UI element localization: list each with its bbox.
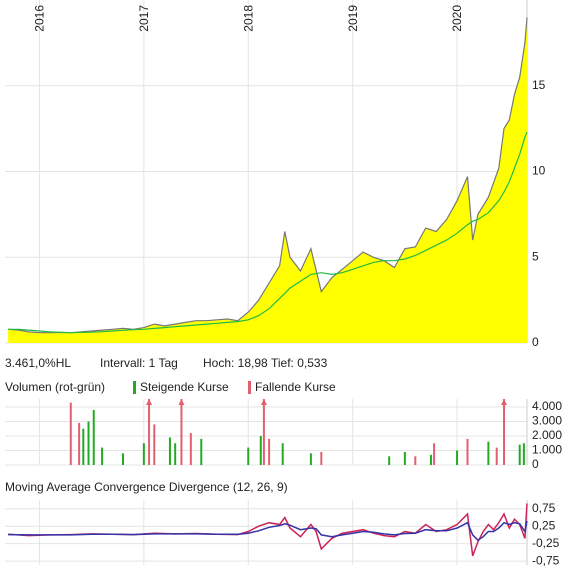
info-high: Hoch: 18,98 bbox=[203, 356, 268, 370]
volume-bar bbox=[78, 422, 81, 465]
volume-bar bbox=[495, 447, 498, 465]
volume-bar bbox=[82, 428, 85, 465]
y-tick-label: 1.000 bbox=[532, 443, 562, 457]
y-tick-label: 10 bbox=[532, 164, 546, 178]
area bbox=[8, 17, 528, 343]
y-tick-label: 4.000 bbox=[532, 399, 562, 413]
price-line bbox=[8, 17, 528, 334]
volume-bar bbox=[174, 443, 177, 465]
volume-bar bbox=[388, 456, 391, 465]
legend-swatch bbox=[248, 381, 251, 394]
info-low: Tief: 0,533 bbox=[271, 356, 328, 370]
volume-bar bbox=[142, 443, 145, 465]
volume-bar bbox=[87, 421, 90, 465]
y-tick-label: 5 bbox=[532, 249, 539, 263]
volume-bar bbox=[121, 453, 124, 465]
y-tick-label: -0,75 bbox=[532, 553, 560, 567]
overflow-arrow bbox=[178, 399, 185, 405]
volume-bar bbox=[281, 443, 284, 465]
volume-bar bbox=[309, 453, 312, 465]
volume-bar bbox=[268, 438, 271, 465]
volume-bar bbox=[200, 438, 203, 465]
x-tick-label: 2020 bbox=[450, 5, 464, 32]
average-line bbox=[8, 131, 528, 334]
y-tick-label: -0,25 bbox=[532, 536, 560, 550]
volume-bar bbox=[180, 399, 183, 465]
volume-bar bbox=[262, 399, 265, 465]
y-tick-label: 3.000 bbox=[532, 414, 562, 428]
panel-title: Moving Average Convergence Divergence (1… bbox=[5, 480, 288, 494]
x-tick-label: 2016 bbox=[33, 5, 47, 32]
y-tick-label: 0 bbox=[532, 457, 539, 471]
y-tick-label: 15 bbox=[532, 78, 546, 92]
x-tick-label: 2017 bbox=[137, 5, 151, 32]
overflow-arrow bbox=[260, 399, 267, 405]
volume-bar bbox=[101, 447, 104, 465]
volume-bar bbox=[148, 399, 151, 465]
legend-label: Steigende Kurse bbox=[140, 380, 229, 394]
volume-bar bbox=[456, 450, 459, 465]
volume-bar bbox=[518, 444, 521, 465]
overflow-arrow bbox=[501, 399, 508, 405]
volume-bar bbox=[259, 435, 262, 465]
legend-swatch bbox=[133, 381, 136, 394]
volume-bar bbox=[320, 451, 323, 465]
info-interval: Intervall: 1 Tag bbox=[100, 356, 178, 370]
volume-bar bbox=[168, 437, 171, 465]
volume-bar bbox=[522, 443, 525, 465]
x-tick-label: 2018 bbox=[241, 5, 255, 32]
info-range: 3.461,0%HL bbox=[5, 356, 71, 370]
volume-bar bbox=[466, 438, 469, 465]
volume-bar bbox=[153, 424, 156, 465]
volume-bar bbox=[403, 451, 406, 465]
volume-bar bbox=[247, 447, 250, 465]
volume-bar bbox=[92, 409, 95, 465]
x-tick-label: 2019 bbox=[346, 5, 360, 32]
volume-bar bbox=[189, 433, 192, 465]
volume-bar bbox=[414, 456, 417, 465]
y-tick-label: 0,75 bbox=[532, 501, 556, 515]
legend-label: Fallende Kurse bbox=[255, 380, 336, 394]
panel-title: Volumen (rot-grün) bbox=[5, 380, 105, 394]
volume-bar bbox=[433, 443, 436, 465]
overflow-arrow bbox=[146, 399, 153, 405]
y-tick-label: 0,25 bbox=[532, 518, 556, 532]
y-tick-label: 2.000 bbox=[532, 428, 562, 442]
macd-line bbox=[8, 520, 528, 542]
y-tick-label: 0 bbox=[532, 335, 539, 349]
volume-bar bbox=[487, 441, 490, 465]
volume-bar bbox=[69, 402, 72, 465]
volume-bar bbox=[503, 399, 506, 465]
volume-bar bbox=[429, 454, 432, 465]
